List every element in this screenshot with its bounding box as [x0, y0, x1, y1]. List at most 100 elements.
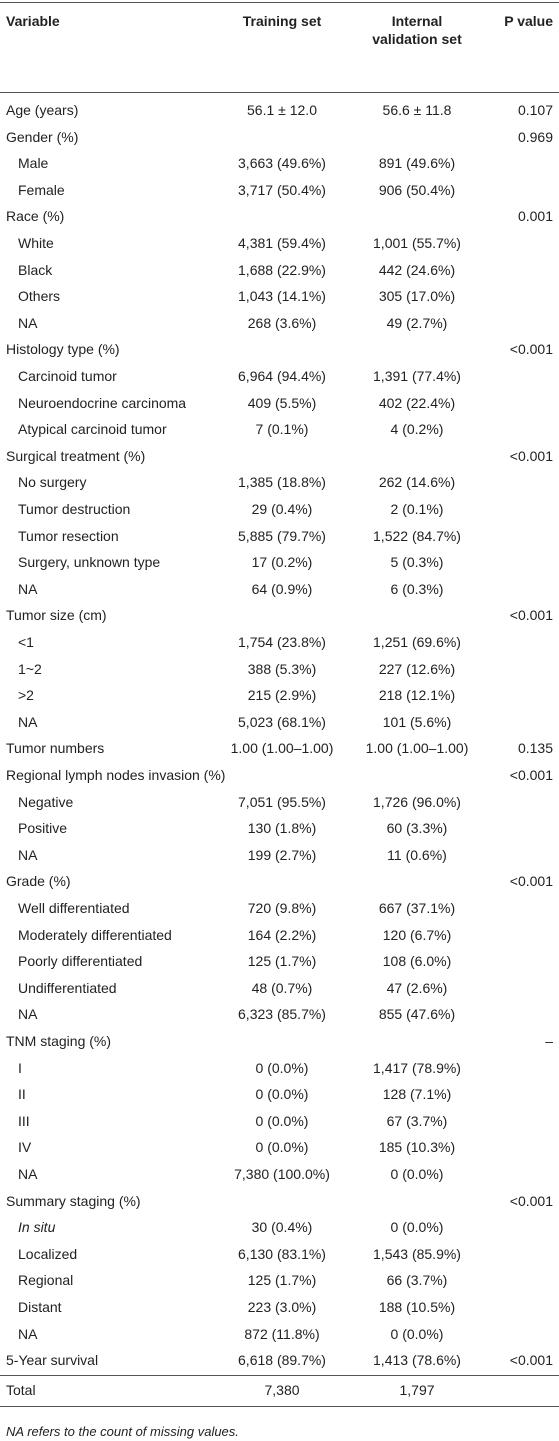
cell-value: 1,385 (18.8%)	[238, 474, 326, 491]
cell-value: 305 (17.0%)	[378, 288, 456, 305]
row-label: III	[18, 1112, 30, 1129]
row-label: Neuroendocrine carcinoma	[18, 394, 187, 411]
cell-value: 120 (6.7%)	[382, 926, 452, 943]
row-label: NA	[18, 580, 38, 597]
row-label: NA	[18, 1006, 38, 1023]
cell-value: 6,618 (89.7%)	[238, 1352, 326, 1369]
cell-value: 1,797	[399, 1381, 435, 1398]
row-label: TNM staging (%)	[6, 1033, 112, 1049]
row-label: White	[18, 235, 54, 251]
cell-value: 0.107	[517, 102, 553, 118]
cell-value: 1,543 (85.9%)	[373, 1245, 461, 1262]
row-label: Others	[18, 288, 61, 305]
footnote: NA refers to the count of missing values…	[6, 1423, 239, 1439]
row-label: Race (%)	[6, 208, 65, 225]
row-label: Tumor resection	[18, 527, 119, 544]
cell-value: 1,726 (96.0%)	[373, 793, 461, 810]
row-label: Localized	[18, 1245, 78, 1262]
row-label: NA	[18, 713, 38, 730]
row-label: Positive	[18, 820, 68, 837]
cell-value: 2 (0.1%)	[390, 501, 444, 517]
cell-value: 223 (3.0%)	[247, 1299, 317, 1315]
row-label: Distant	[18, 1299, 62, 1315]
cell-value: 66 (3.7%)	[386, 1272, 448, 1289]
cell-value: 6,323 (85.7%)	[238, 1006, 326, 1023]
cell-value: 199 (2.7%)	[247, 846, 317, 863]
header-cell: P value	[504, 13, 553, 29]
cell-value: 0 (0.0%)	[255, 1086, 309, 1103]
rule	[0, 1405, 559, 1407]
row-label: Carcinoid tumor	[18, 368, 117, 384]
row-label: Surgery, unknown type	[18, 554, 161, 571]
cell-value: 1,413 (78.6%)	[373, 1352, 461, 1369]
cell-value: 7,051 (95.5%)	[238, 793, 326, 810]
cell-value: 48 (0.7%)	[251, 979, 313, 996]
cell-value: 164 (2.2%)	[247, 926, 317, 943]
cell-value: 1,391 (77.4%)	[373, 368, 461, 384]
row-label: Regional lymph nodes invasion (%)	[6, 767, 226, 783]
cell-value: 906 (50.4%)	[378, 181, 456, 198]
cell-value: 6,130 (83.1%)	[238, 1245, 326, 1262]
row-label: Summary staging (%)	[6, 1192, 141, 1209]
header-rule	[0, 92, 559, 93]
cell-value: 4,381 (59.4%)	[238, 235, 326, 251]
cell-value: 125 (1.7%)	[247, 953, 317, 970]
cell-value: 1,043 (14.1%)	[238, 288, 326, 305]
cell-value: 1,754 (23.8%)	[238, 634, 326, 650]
cell-value: <0.001	[509, 767, 553, 783]
cell-value: 262 (14.6%)	[378, 474, 456, 491]
header-cell: Internal validation set	[372, 13, 462, 47]
cell-value: 215 (2.9%)	[247, 687, 317, 704]
row-label: Regional	[18, 1272, 74, 1289]
cell-value: 7,380 (100.0%)	[234, 1166, 330, 1182]
row-label: Tumor destruction	[18, 501, 131, 517]
cell-value: 30 (0.4%)	[251, 1219, 313, 1236]
cell-value: 891 (49.6%)	[378, 155, 456, 172]
cell-value: –	[545, 1033, 553, 1049]
row-label: Gender (%)	[6, 128, 79, 145]
cell-value: 7,380	[264, 1381, 300, 1398]
cell-value: 402 (22.4%)	[378, 394, 456, 411]
cell-value: 11 (0.6%)	[387, 846, 447, 863]
header-cell: Training set	[242, 13, 322, 29]
cell-value: 268 (3.6%)	[247, 314, 317, 331]
row-label: Total	[6, 1381, 36, 1398]
row-label: Surgical treatment (%)	[6, 447, 146, 464]
cell-value: 0 (0.0%)	[255, 1059, 309, 1076]
cell-value: 128 (7.1%)	[382, 1086, 452, 1103]
cell-value: 218 (12.1%)	[378, 687, 456, 704]
row-label: 1~2	[18, 660, 42, 677]
cell-value: 1,522 (84.7%)	[373, 527, 461, 544]
cell-value: 5,885 (79.7%)	[238, 527, 326, 544]
cell-value: 667 (37.1%)	[378, 900, 456, 916]
cell-value: 1,417 (78.9%)	[373, 1059, 461, 1076]
row-label: Black	[18, 261, 53, 278]
row-label: IV	[18, 1139, 32, 1156]
cell-value: 101 (5.6%)	[382, 713, 452, 730]
row-label: Tumor numbers	[6, 740, 105, 757]
cell-value: 3,663 (49.6%)	[238, 155, 326, 172]
row-label: <1	[18, 634, 34, 650]
rule	[0, 1374, 559, 1376]
row-label: Grade (%)	[6, 873, 71, 890]
cell-value: 720 (9.8%)	[247, 900, 317, 916]
row-label: Age (years)	[6, 102, 79, 118]
row-label: Histology type (%)	[6, 341, 120, 358]
cell-value: 49 (2.7%)	[386, 314, 448, 331]
cell-value: 1.00 (1.00–1.00)	[230, 740, 334, 757]
row-label: II	[18, 1086, 26, 1103]
row-label: NA	[18, 1166, 38, 1182]
cell-value: 0.001	[517, 208, 553, 225]
row-label: Moderately differentiated	[18, 926, 172, 943]
row-label: Undifferentiated	[18, 979, 117, 996]
row-label: Negative	[18, 793, 74, 810]
cell-value: 64 (0.9%)	[251, 580, 313, 597]
cell-value: <0.001	[509, 341, 553, 358]
row-label: Tumor size (cm)	[6, 607, 107, 624]
row-label: 5-Year survival	[6, 1352, 99, 1369]
cell-value: 0 (0.0%)	[255, 1112, 309, 1129]
cell-value: 1,001 (55.7%)	[373, 235, 461, 251]
cell-value: 188 (10.5%)	[378, 1299, 456, 1315]
cell-value: <0.001	[509, 1192, 553, 1209]
